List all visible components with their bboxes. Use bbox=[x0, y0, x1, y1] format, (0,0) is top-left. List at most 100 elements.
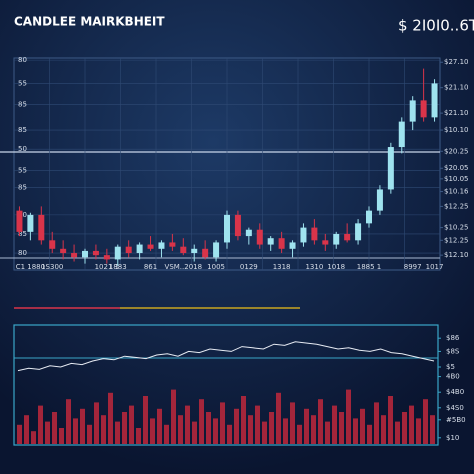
candle-body bbox=[387, 147, 394, 190]
volume-bar bbox=[129, 405, 134, 444]
y2-tick-label: #5B0 bbox=[446, 416, 466, 424]
volume-bar bbox=[353, 418, 358, 444]
candle-body bbox=[420, 100, 427, 118]
volume-bar bbox=[255, 405, 260, 444]
x-tick-label: 0129 bbox=[240, 263, 258, 271]
volume-bar bbox=[38, 405, 43, 444]
volume-bar bbox=[206, 412, 211, 444]
volume-bar bbox=[136, 428, 141, 444]
y2-tick-label: $10 bbox=[446, 434, 459, 442]
volume-bar bbox=[262, 421, 267, 444]
volume-bar bbox=[423, 399, 428, 444]
volume-bar bbox=[157, 408, 162, 444]
y-tick-label: 85 bbox=[18, 230, 27, 238]
volume-bar bbox=[283, 418, 288, 444]
volume-bar bbox=[143, 396, 148, 444]
volume-bar bbox=[416, 418, 421, 444]
volume-bar bbox=[185, 405, 190, 444]
y-tick-label: 55 bbox=[18, 79, 27, 87]
candle-body bbox=[333, 233, 340, 245]
candle-body bbox=[158, 242, 165, 249]
volume-bar bbox=[311, 415, 316, 444]
volume-bar bbox=[24, 415, 29, 444]
x-tick-label: 1017 bbox=[426, 263, 444, 271]
volume-bar bbox=[150, 418, 155, 444]
y2-tick-label: 4B0 bbox=[446, 373, 460, 381]
volume-bar bbox=[332, 405, 337, 444]
candle-body bbox=[114, 246, 121, 260]
y2-tick-label: $20.25 bbox=[444, 147, 469, 155]
price: $ 2I0I0..6T bbox=[398, 17, 474, 35]
x-tick-label: 1883 bbox=[109, 263, 127, 271]
candle-body bbox=[409, 100, 416, 122]
volume-bar bbox=[220, 402, 225, 444]
volume-bar bbox=[234, 408, 239, 444]
y2-tick-label: $10.25 bbox=[444, 224, 469, 232]
y2-tick-label: $20.05 bbox=[444, 164, 469, 172]
candle-body bbox=[202, 248, 209, 258]
candle-body bbox=[169, 242, 176, 247]
x-tick-label: 1S300 bbox=[41, 263, 63, 271]
volume-bar bbox=[339, 412, 344, 444]
candle-body bbox=[16, 210, 23, 232]
volume-bar bbox=[108, 392, 113, 444]
volume-bar bbox=[374, 402, 379, 444]
y-tick-label: 85 bbox=[18, 126, 27, 134]
candle-body bbox=[234, 214, 241, 237]
volume-bar bbox=[87, 424, 92, 444]
candle-body bbox=[300, 227, 307, 243]
x-tick-label: VSM..2018 bbox=[165, 263, 203, 271]
volume-bar bbox=[31, 431, 36, 444]
volume-bar bbox=[227, 424, 232, 444]
volume-bar bbox=[45, 421, 50, 444]
candle-body bbox=[136, 244, 143, 254]
candle-body bbox=[38, 214, 45, 241]
candle-body bbox=[49, 240, 56, 249]
y2-tick-label: $10.16 bbox=[444, 188, 469, 196]
candle-body bbox=[224, 214, 230, 243]
lower-frame bbox=[13, 324, 439, 446]
title: CANDLEE MAIRKBHEIT bbox=[14, 15, 165, 29]
y2-tick-label: $4S0 bbox=[446, 404, 464, 412]
volume-bar bbox=[388, 396, 393, 444]
y2-tick-label: $27.10 bbox=[444, 58, 469, 66]
volume-bar bbox=[381, 415, 386, 444]
volume-bar bbox=[17, 424, 22, 444]
y2-tick-label: $4B0 bbox=[446, 388, 464, 396]
x-tick-label: C1 1880 bbox=[16, 263, 45, 271]
y-tick-label: 80 bbox=[18, 56, 27, 64]
volume-bar bbox=[248, 415, 253, 444]
volume-bar bbox=[101, 415, 106, 444]
x-tick-label: 1018 bbox=[327, 263, 345, 271]
volume-bar bbox=[290, 402, 295, 444]
candle-body bbox=[27, 214, 34, 232]
volume-bar bbox=[276, 392, 281, 444]
volume-bar bbox=[409, 405, 414, 444]
volume-bar bbox=[269, 412, 274, 444]
candle-body bbox=[355, 223, 362, 241]
x-tick-label: 861 bbox=[144, 263, 157, 271]
volume-bar bbox=[430, 415, 435, 444]
y2-tick-label: $10.10 bbox=[444, 126, 469, 134]
volume-bar bbox=[94, 402, 99, 444]
volume-bar bbox=[164, 424, 169, 444]
volume-bar bbox=[171, 389, 176, 444]
y2-tick-label: $86 bbox=[446, 334, 460, 342]
y-tick-label: 85 bbox=[18, 183, 27, 191]
volume-bar bbox=[213, 418, 218, 444]
volume-bar bbox=[199, 399, 204, 444]
candle-body bbox=[213, 242, 220, 258]
y-tick-label: 50 bbox=[18, 145, 27, 153]
volume-bar bbox=[192, 421, 197, 444]
price-line bbox=[17, 341, 435, 372]
candle-body bbox=[289, 242, 296, 249]
volume-bar bbox=[395, 421, 400, 444]
candle-body bbox=[366, 210, 372, 224]
x-tick-label: 1310 bbox=[305, 263, 323, 271]
candle-body bbox=[344, 233, 351, 241]
candle-body bbox=[311, 227, 318, 241]
y2-tick-label: $21.10 bbox=[444, 84, 469, 92]
